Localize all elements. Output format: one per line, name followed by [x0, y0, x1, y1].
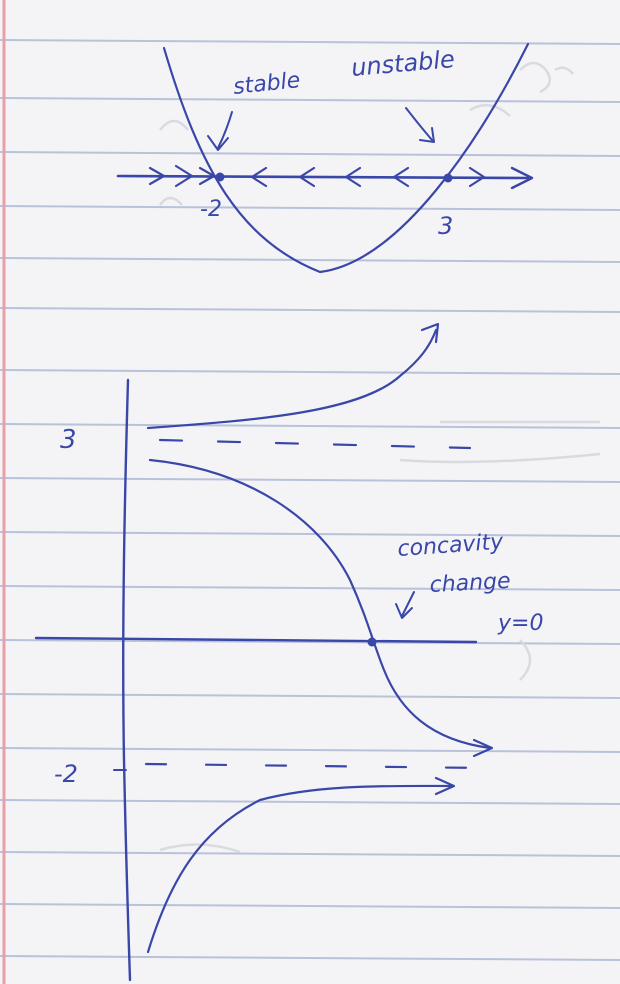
annotation-line-2: change	[429, 569, 511, 598]
unstable-pointer-arrow	[405, 107, 433, 141]
equilibrium-point-right	[443, 173, 453, 183]
solution-curve-below-lower	[146, 784, 454, 954]
solution-curve-above-upper	[146, 328, 438, 430]
phase-axis	[116, 174, 532, 180]
level-label-lower: -2	[54, 760, 78, 788]
show-through-writing	[158, 61, 601, 854]
equilibrium-line-lower	[144, 762, 486, 770]
solution-curves-sketch	[34, 322, 494, 982]
vertical-axis	[122, 378, 132, 982]
arrowhead-right-icon	[434, 776, 456, 796]
annotation-line-3: y=0	[497, 611, 543, 636]
phase-line-sketch	[116, 42, 534, 274]
arrow-right-end-icon	[510, 166, 534, 190]
inflection-point	[367, 637, 377, 647]
stable-pointer-arrowhead	[207, 135, 229, 151]
ruled-lines	[0, 39, 620, 961]
chevron-left-icon	[250, 166, 268, 188]
unstable-label: unstable	[350, 45, 456, 82]
solution-curve-between	[148, 458, 492, 750]
chevron-right-icon	[198, 166, 216, 186]
equilibrium-point-left	[215, 172, 225, 182]
chevron-right-icon	[148, 166, 166, 186]
unstable-pointer-arrowhead	[419, 127, 435, 143]
arrowhead-right-icon	[472, 738, 494, 758]
level-label-upper: 3	[60, 425, 77, 455]
concavity-pointer-arrowhead	[395, 603, 413, 619]
chevron-left-icon	[344, 166, 362, 188]
horizontal-axis	[34, 636, 478, 644]
chevron-left-icon	[392, 166, 410, 188]
concavity-pointer-arrow	[401, 591, 415, 617]
equilibrium-line-upper	[158, 438, 472, 450]
chevron-right-icon	[468, 166, 486, 188]
chevron-right-icon	[174, 164, 194, 188]
stable-pointer-arrow	[217, 111, 233, 149]
parabola-curve	[162, 42, 530, 274]
arrowhead-up-icon	[420, 322, 440, 344]
chevron-left-icon	[298, 166, 316, 188]
stable-label: stable	[232, 68, 301, 100]
tick-label-right: 3	[438, 212, 453, 240]
tick-label-left: -2	[200, 197, 222, 222]
